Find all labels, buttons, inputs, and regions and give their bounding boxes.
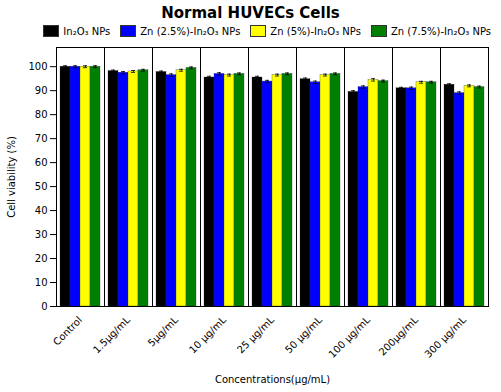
html-text:Zn (7.5%)-In₂O₃ NPs: Zn (7.5%)-In₂O₃ NPs: [390, 25, 491, 37]
html-text:Normal HUVECs Cells: Normal HUVECs Cells: [161, 4, 340, 22]
svg-text:80: 80: [35, 109, 48, 120]
svg-text:5μg/mL: 5μg/mL: [146, 314, 181, 349]
svg-text:200μg/mL: 200μg/mL: [377, 314, 421, 358]
svg-text:10 μg/mL: 10 μg/mL: [187, 314, 229, 356]
svg-text:1.5μg/mL: 1.5μg/mL: [91, 314, 133, 356]
svg-text:90: 90: [35, 85, 48, 96]
svg-text:Cell viability (%): Cell viability (%): [6, 136, 17, 218]
svg-text:50: 50: [35, 181, 48, 192]
svg-text:50 μg/mL: 50 μg/mL: [283, 314, 325, 356]
svg-text:40: 40: [35, 205, 48, 216]
svg-text:Control: Control: [51, 314, 84, 347]
svg-text:30: 30: [35, 229, 48, 240]
svg-text:20: 20: [35, 253, 48, 264]
svg-text:100 μg/mL: 100 μg/mL: [326, 314, 372, 360]
svg-text:70: 70: [35, 133, 48, 144]
svg-text:10: 10: [35, 277, 48, 288]
svg-text:Concentrations(μg/mL): Concentrations(μg/mL): [215, 374, 330, 385]
html-text:Zn (5%)-In₂O₃ NPs: Zn (5%)-In₂O₃ NPs: [270, 25, 361, 37]
html-text:In₂O₃ NPs: In₂O₃ NPs: [63, 25, 111, 37]
svg-text:25 μg/mL: 25 μg/mL: [235, 314, 277, 356]
svg-text:300 μg/mL: 300 μg/mL: [422, 314, 468, 360]
svg-text:60: 60: [35, 157, 48, 168]
html-text:Zn (2.5%)-In₂O₃ NPs: Zn (2.5%)-In₂O₃ NPs: [140, 25, 241, 37]
svg-text:0: 0: [41, 301, 47, 312]
svg-text:100: 100: [28, 61, 47, 72]
